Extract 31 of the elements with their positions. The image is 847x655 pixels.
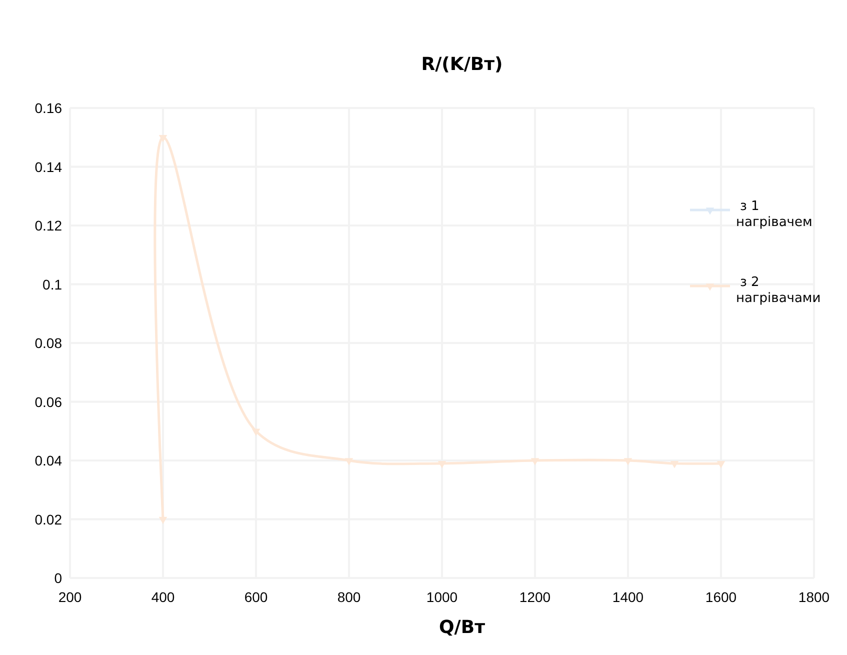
- y-tick-label: 0.12: [34, 218, 62, 234]
- x-tick-label: 1000: [426, 589, 458, 605]
- y-tick-label: 0.04: [34, 452, 62, 468]
- y-tick-label: 0.16: [34, 100, 62, 116]
- x-tick-label: 1800: [798, 589, 830, 605]
- point: [530, 458, 540, 466]
- x-tick-label: 200: [58, 589, 82, 605]
- x-tick-label: 1200: [519, 589, 551, 605]
- y-tick-label: 0.08: [34, 335, 62, 351]
- point: [716, 461, 726, 468]
- point: [158, 516, 168, 524]
- y-tick-label: 0.1: [42, 276, 62, 292]
- point: [670, 461, 679, 468]
- point: [438, 461, 446, 468]
- x-tick-label: 800: [337, 589, 361, 605]
- point: [252, 428, 260, 436]
- x-tick-label: 1400: [612, 589, 644, 605]
- legend-label: з 1 нагрівачем: [736, 199, 812, 230]
- y-tick-label: 0: [54, 570, 62, 586]
- legend-label: з 2 нагрівачами: [736, 275, 821, 306]
- x-axis-title: Q/Вт: [438, 617, 486, 638]
- y-tick-label: 0.02: [34, 511, 62, 528]
- chart-title: R/(K/Вт): [421, 54, 503, 75]
- point: [344, 458, 354, 466]
- point: [624, 458, 632, 466]
- x-tick-label: 600: [244, 589, 268, 605]
- y-tick-label: 0.14: [34, 158, 62, 175]
- point: [158, 134, 168, 142]
- y-tick-label: 0.06: [34, 394, 62, 410]
- x-tick-label: 400: [151, 589, 175, 605]
- x-tick-label: 1600: [705, 589, 737, 605]
